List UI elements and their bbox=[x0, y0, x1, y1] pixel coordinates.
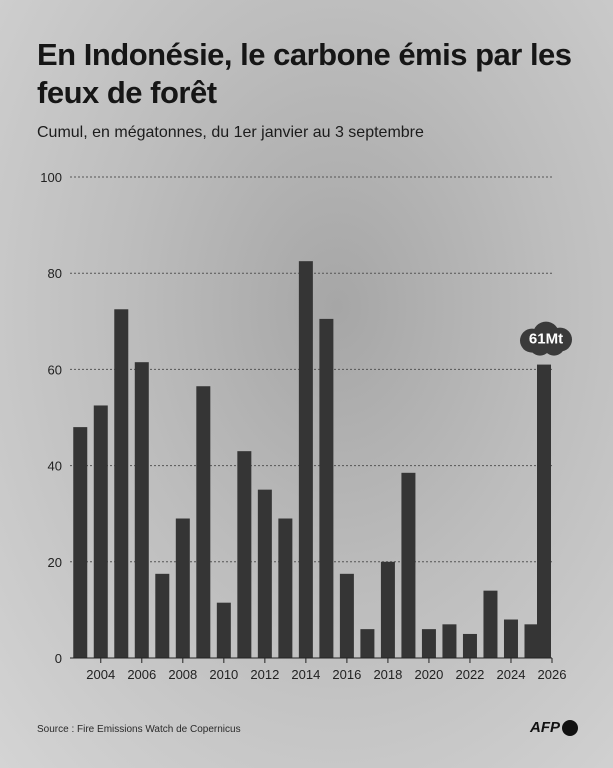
bar bbox=[114, 309, 129, 658]
bar bbox=[196, 386, 211, 658]
bar bbox=[298, 261, 313, 658]
y-tick-label: 40 bbox=[48, 459, 62, 474]
bar bbox=[155, 573, 170, 658]
afp-logo-text: AFP bbox=[530, 719, 560, 736]
callout-bubble-puff bbox=[543, 333, 565, 356]
x-tick-label: 2012 bbox=[250, 667, 279, 682]
x-tick-label: 2024 bbox=[497, 667, 526, 682]
bar bbox=[73, 427, 88, 658]
bar bbox=[503, 619, 518, 658]
bar bbox=[483, 590, 498, 658]
x-tick-label: 2014 bbox=[291, 667, 320, 682]
bar bbox=[216, 602, 231, 658]
x-tick-label: 2016 bbox=[332, 667, 361, 682]
bar bbox=[134, 362, 149, 658]
bar bbox=[175, 518, 190, 658]
callout-label: 61Mt bbox=[529, 331, 563, 348]
x-tick-label: 2026 bbox=[538, 667, 567, 682]
chart-subtitle: Cumul, en mégatonnes, du 1er janvier au … bbox=[37, 124, 424, 141]
chart-title: En Indonésie, le carbone émis par les fe… bbox=[37, 37, 572, 110]
y-tick-label: 60 bbox=[48, 362, 62, 377]
bar bbox=[257, 489, 272, 658]
x-tick-label: 2022 bbox=[455, 667, 484, 682]
bar bbox=[421, 629, 436, 658]
x-tick-label: 2008 bbox=[168, 667, 197, 682]
bar bbox=[339, 573, 354, 658]
x-tick-label: 2010 bbox=[209, 667, 238, 682]
afp-logo-dot-icon bbox=[562, 719, 578, 736]
x-tick-label: 2018 bbox=[373, 667, 402, 682]
bar bbox=[462, 633, 477, 658]
source-note: Source : Fire Emissions Watch de Coperni… bbox=[37, 724, 241, 735]
y-tick-label: 0 bbox=[55, 651, 62, 666]
bar bbox=[319, 318, 334, 658]
afp-logo: AFP bbox=[530, 719, 578, 736]
callout-bubble bbox=[520, 321, 572, 356]
bar bbox=[278, 518, 293, 658]
y-tick-label: 20 bbox=[48, 555, 62, 570]
bar-latest bbox=[537, 364, 551, 658]
x-tick-label: 2006 bbox=[127, 667, 156, 682]
y-tick-label: 100 bbox=[40, 170, 62, 185]
x-tick-label: 2004 bbox=[86, 667, 115, 682]
bar bbox=[442, 624, 457, 658]
bar bbox=[93, 405, 108, 658]
y-tick-label: 80 bbox=[48, 266, 62, 281]
bar bbox=[401, 472, 416, 658]
bar bbox=[237, 451, 252, 658]
x-tick-label: 2020 bbox=[414, 667, 443, 682]
bar bbox=[524, 624, 539, 658]
bar bbox=[360, 629, 375, 658]
bar bbox=[380, 561, 395, 658]
